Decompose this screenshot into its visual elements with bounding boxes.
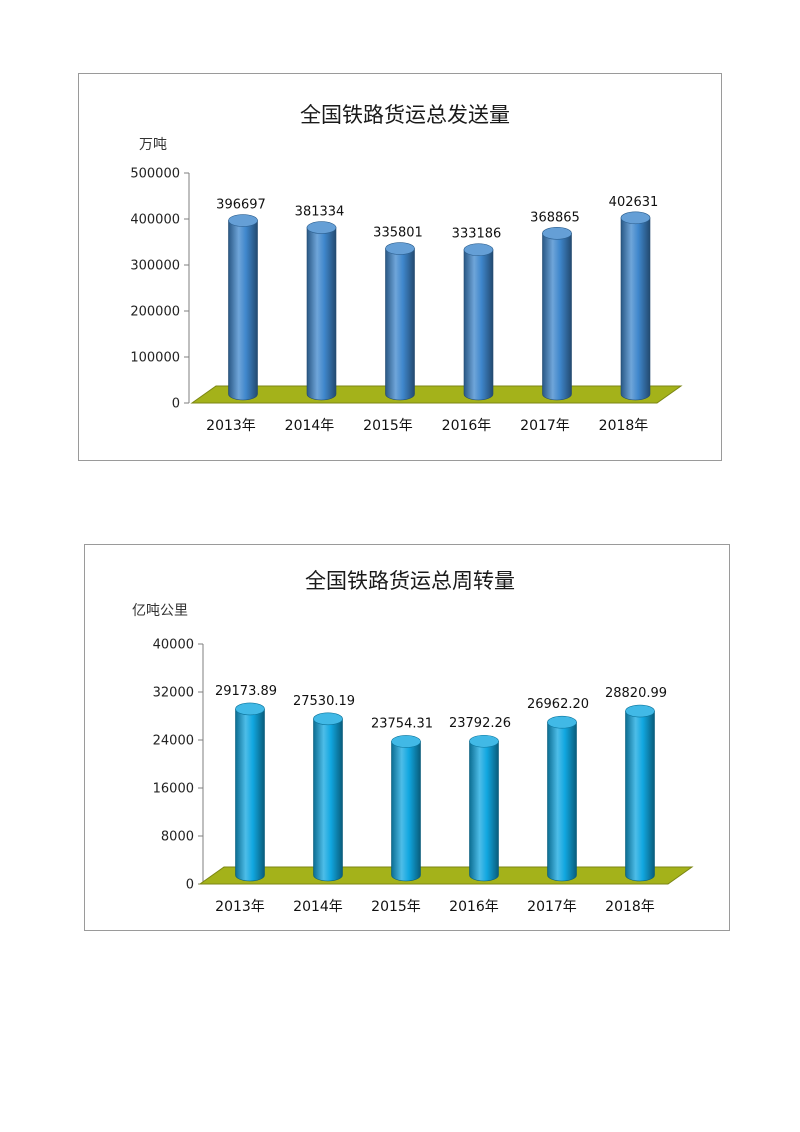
bar-body	[385, 248, 415, 401]
bar-top	[228, 214, 258, 227]
data-label: 23792.26	[449, 716, 511, 731]
x-tick-label: 2014年	[285, 418, 335, 434]
bar-body	[313, 718, 343, 882]
freight-volume-chart: 全国铁路货运总发送量万吨 0 100000 200000 300000 400000 500…	[78, 73, 722, 461]
y-axis-unit-label: 万吨	[139, 137, 167, 153]
bar-body	[228, 220, 258, 401]
data-label: 381334	[295, 205, 345, 220]
x-tick-label: 2013年	[206, 418, 256, 434]
chart-title: 全国铁路货运总发送量	[300, 103, 510, 127]
bar-2	[306, 221, 337, 401]
data-label: 402631	[609, 195, 659, 210]
y-tick-label: 0	[172, 397, 180, 412]
bar-top	[620, 211, 651, 225]
y-axis-unit-label: 亿吨公里	[132, 603, 188, 619]
bar-top	[385, 242, 415, 255]
bar-4	[469, 734, 499, 882]
data-label: 23754.31	[371, 716, 433, 731]
y-tick-label: 16000	[153, 782, 194, 797]
chart-title: 全国铁路货运总周转量	[305, 569, 515, 593]
x-tick-label: 2017年	[527, 899, 577, 915]
y-tick-label: 32000	[153, 686, 194, 701]
bar-1	[228, 214, 258, 401]
x-tick-label: 2016年	[449, 899, 499, 915]
bar-top	[313, 712, 343, 726]
bar-4	[463, 243, 494, 401]
y-tick-label: 8000	[161, 830, 194, 845]
bar-1	[235, 702, 265, 882]
x-tick-label: 2018年	[599, 418, 649, 434]
bar-5	[547, 715, 577, 882]
bar-body	[547, 721, 577, 882]
x-tick-label: 2016年	[442, 418, 492, 434]
bar-body	[469, 740, 499, 882]
data-label: 29173.89	[215, 684, 277, 699]
chart-floor	[190, 385, 683, 404]
data-label: 28820.99	[605, 686, 667, 701]
x-tick-label: 2013年	[215, 899, 265, 915]
x-tick-label: 2015年	[363, 418, 413, 434]
bar-top	[542, 227, 572, 240]
bar-top	[391, 735, 421, 748]
x-tick-label: 2018年	[605, 899, 655, 915]
data-label: 335801	[373, 226, 423, 241]
y-tick-label: 400000	[130, 213, 180, 228]
x-tick-label: 2014年	[293, 899, 343, 915]
bar-top	[469, 734, 499, 748]
bar-body	[625, 710, 655, 882]
bar-6	[625, 704, 655, 882]
x-tick-label: 2017年	[520, 418, 570, 434]
bar-3	[385, 242, 415, 401]
y-tick-label: 500000	[130, 167, 180, 182]
bar-body	[391, 741, 421, 882]
bar-body	[463, 249, 494, 401]
bar-5	[542, 227, 572, 401]
bar-body	[235, 708, 265, 882]
data-label: 368865	[530, 210, 580, 225]
bar-top	[235, 702, 265, 716]
bar-body	[306, 227, 337, 401]
bar-body	[542, 233, 572, 401]
bar-body	[620, 217, 651, 401]
data-label: 396697	[216, 198, 266, 213]
data-label: 27530.19	[293, 694, 355, 709]
y-tick-label: 200000	[130, 305, 180, 320]
bar-top	[463, 243, 494, 257]
bar-top	[625, 704, 655, 718]
y-tick-label: 300000	[130, 259, 180, 274]
y-tick-label: 40000	[153, 638, 194, 653]
freight-turnover-chart: 全国铁路货运总周转量亿吨公里 0 8000 16000 24000 32000 40000 2…	[84, 544, 730, 931]
data-label: 333186	[452, 227, 502, 242]
bar-top	[547, 715, 577, 729]
chart-floor	[198, 866, 694, 885]
bar-2	[313, 712, 343, 882]
bar-6	[620, 211, 651, 401]
data-label: 26962.20	[527, 697, 589, 712]
bar-top	[306, 221, 337, 234]
y-tick-label: 24000	[153, 734, 194, 749]
x-tick-label: 2015年	[371, 899, 421, 915]
bar-3	[391, 735, 421, 882]
y-tick-label: 100000	[130, 351, 180, 366]
y-tick-label: 0	[186, 878, 194, 893]
